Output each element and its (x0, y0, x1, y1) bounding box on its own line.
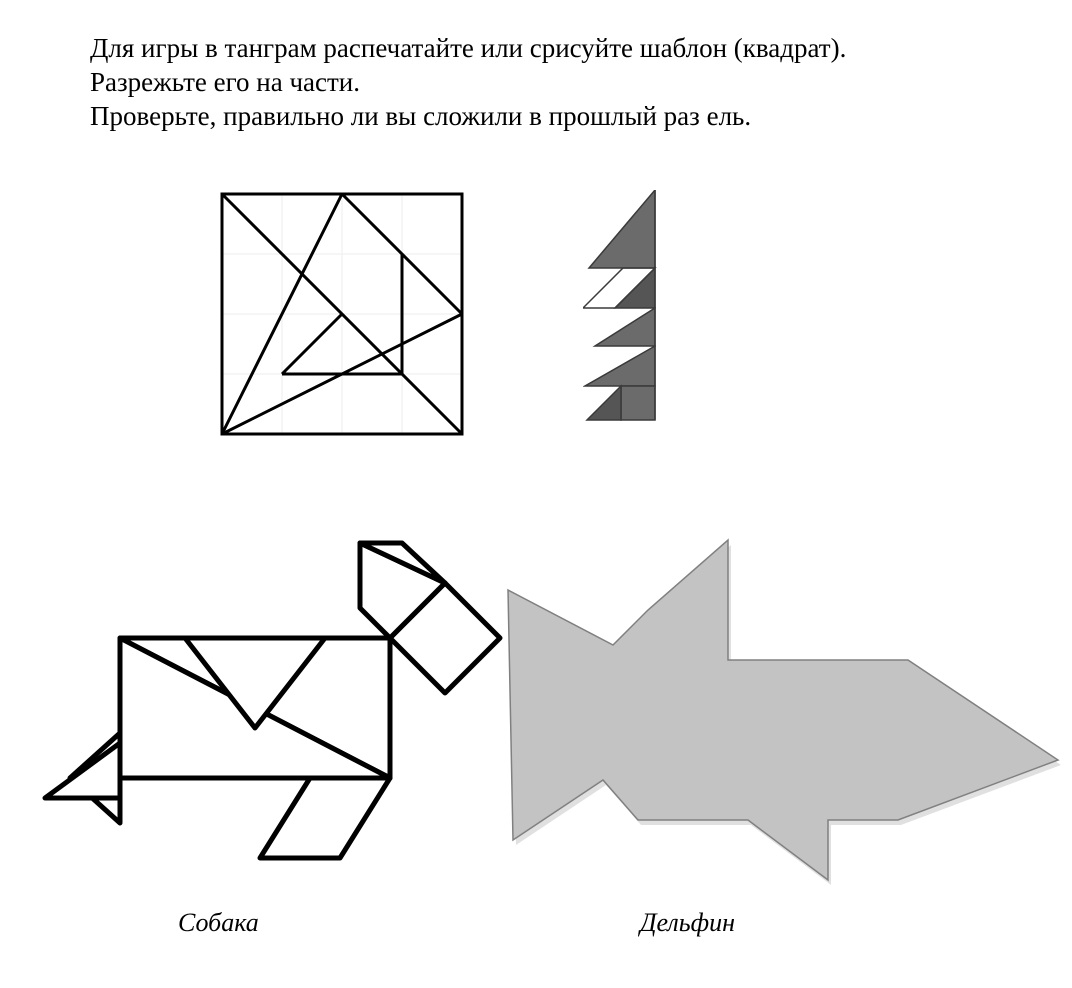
instructions-block: Для игры в танграм распечатайте или срис… (90, 32, 846, 133)
tangram-template-svg (211, 183, 473, 445)
tangram-dog-svg (10, 498, 520, 878)
tangram-dolphin-svg (498, 530, 1068, 890)
caption-dog: Собака (178, 908, 259, 938)
instruction-line-2: Разрежьте его на части. (90, 66, 846, 100)
caption-dolphin: Дельфин (640, 908, 735, 938)
figure-tangram-template (211, 183, 473, 445)
figure-tangram-tree (583, 190, 723, 450)
page: Для игры в танграм распечатайте или срис… (0, 0, 1072, 988)
instruction-line-1: Для игры в танграм распечатайте или срис… (90, 32, 846, 66)
figure-tangram-dog (10, 498, 520, 878)
instruction-line-3: Проверьте, правильно ли вы сложили в про… (90, 100, 846, 134)
figure-tangram-dolphin (498, 530, 1068, 890)
tangram-tree-svg (583, 190, 723, 450)
